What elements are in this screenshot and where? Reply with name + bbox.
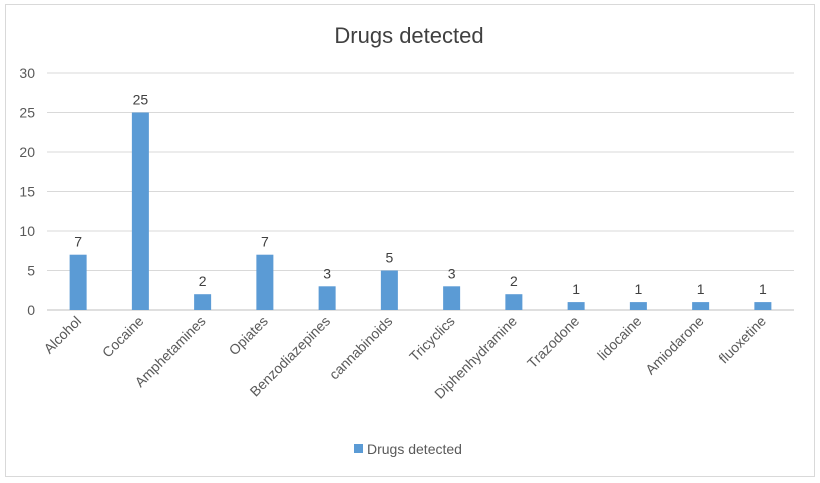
x-tick-label: cannabinoids — [326, 313, 396, 383]
legend: Drugs detected — [354, 441, 462, 457]
data-label: 2 — [199, 273, 207, 289]
data-label: 1 — [759, 281, 767, 297]
bars — [69, 112, 772, 310]
bar — [629, 302, 647, 310]
y-tick-label: 5 — [27, 263, 35, 279]
x-tick-label: Opiates — [226, 313, 271, 358]
bar — [380, 270, 398, 310]
bar — [754, 302, 772, 310]
data-label: 1 — [634, 281, 642, 297]
bar — [318, 286, 336, 310]
data-label: 25 — [133, 92, 149, 108]
data-label: 7 — [261, 234, 269, 250]
data-label: 2 — [510, 273, 518, 289]
y-tick-label: 15 — [19, 184, 35, 200]
x-tick-label: lidocaine — [594, 313, 645, 364]
data-label: 1 — [572, 281, 580, 297]
bar — [692, 302, 710, 310]
y-tick-label: 25 — [19, 105, 35, 121]
x-tick-label: Cocaine — [99, 313, 147, 361]
gridlines — [47, 72, 794, 311]
legend-label: Drugs detected — [367, 441, 462, 457]
bar — [194, 294, 212, 310]
x-tick-label: Tricyclics — [406, 313, 458, 365]
data-label: 1 — [697, 281, 705, 297]
bar — [505, 294, 523, 310]
y-tick-label: 20 — [19, 144, 35, 160]
bar — [567, 302, 585, 310]
data-label: 3 — [323, 265, 331, 281]
bar — [131, 112, 149, 310]
bar — [443, 286, 461, 310]
x-tick-label: Trazodone — [524, 313, 582, 371]
data-label: 3 — [448, 265, 456, 281]
bar — [256, 254, 274, 310]
data-label: 7 — [74, 234, 82, 250]
legend-swatch — [354, 444, 363, 453]
x-tick-label: Amiodarone — [642, 313, 707, 378]
x-tick-label: fluoxetine — [715, 313, 769, 367]
data-labels: 7 25 2 7 3 5 3 2 1 1 1 1 — [74, 92, 767, 298]
chart-title: Drugs detected — [334, 23, 483, 48]
x-tick-label: Alcohol — [40, 313, 84, 357]
y-axis-ticks: 0 5 10 15 20 25 30 — [19, 65, 35, 318]
y-tick-label: 10 — [19, 223, 35, 239]
y-tick-label: 0 — [27, 302, 35, 318]
data-label: 5 — [385, 250, 393, 266]
bar — [69, 254, 87, 310]
y-tick-label: 30 — [19, 65, 35, 81]
